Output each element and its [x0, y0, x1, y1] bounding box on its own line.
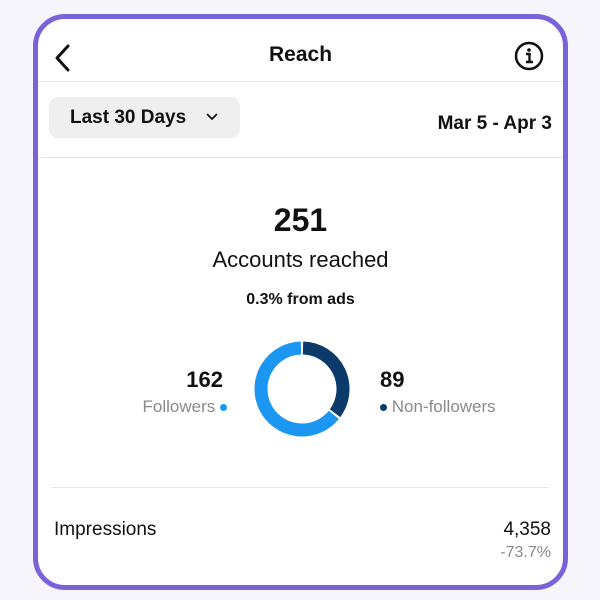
donut-segment — [302, 341, 350, 418]
legend-dot — [220, 404, 227, 412]
donut-chart — [254, 341, 350, 437]
date-range: Mar 5 - Apr 3 — [437, 113, 552, 134]
non-followers-value: 89 — [380, 367, 405, 392]
back-button[interactable] — [52, 43, 74, 73]
chevron — [206, 113, 218, 121]
metric-label: Impressions — [54, 519, 157, 540]
non-followers-legend: Non-followers — [380, 397, 496, 417]
ads-note: 0.3% from ads — [246, 291, 355, 308]
legend-dot — [380, 404, 387, 412]
divider — [38, 81, 563, 82]
header-title: Reach — [268, 43, 333, 66]
metric-value: 4,358 — [503, 519, 551, 540]
period-label: Last 30 Days — [70, 107, 187, 128]
followers-value: 162 — [186, 367, 223, 392]
followers-legend: Followers — [143, 397, 227, 417]
donut-segment — [254, 341, 339, 437]
info-button[interactable] — [512, 39, 546, 73]
legend-label: Non-followers — [391, 397, 496, 416]
reach-card: Reach Last 30 Days Mar 5 - Apr 3 251 Acc… — [33, 14, 568, 590]
metric-change: -73.7% — [500, 544, 551, 561]
legend-label: Followers — [142, 397, 216, 416]
divider — [38, 157, 563, 158]
total-reached: 251 — [273, 202, 328, 238]
divider — [52, 487, 548, 488]
period-dropdown[interactable]: Last 30 Days — [49, 97, 240, 138]
total-label: Accounts reached — [212, 247, 389, 272]
